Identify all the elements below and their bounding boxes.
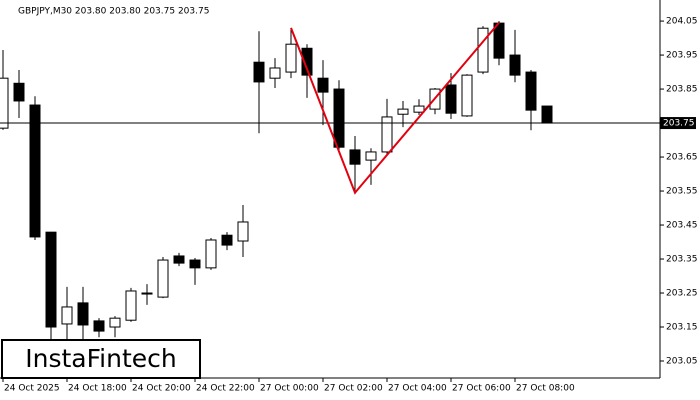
candle-body (77, 302, 89, 326)
candle-body (525, 71, 537, 111)
candle-body (157, 259, 169, 298)
y-tick-label: 203.15 (666, 323, 698, 333)
candle-body (189, 259, 201, 269)
y-tick-label: 203.05 (666, 357, 698, 367)
pattern-line (290, 22, 500, 195)
candle-body (13, 82, 25, 102)
candle-body (397, 108, 409, 115)
candle-body (221, 234, 233, 246)
y-tick-label: 203.95 (666, 51, 698, 61)
current-price-label: 203.75 (663, 119, 695, 129)
candle-body (509, 54, 521, 76)
candle-body (477, 27, 489, 73)
candle-body (461, 74, 473, 117)
logo: InstaFintech (25, 344, 177, 373)
candle-body (317, 77, 329, 93)
y-tick-label: 203.55 (666, 187, 698, 197)
x-tick-label: 27 Oct 02:00 (324, 384, 383, 394)
x-tick-label: 24 Oct 20:00 (132, 384, 191, 394)
chart-title: GBPJPY,M30 203.80 203.80 203.75 203.75 (18, 7, 209, 17)
y-tick-label: 203.25 (666, 289, 698, 299)
y-tick-label: 203.45 (666, 221, 698, 231)
candle-body (445, 84, 457, 114)
y-tick-label: 204.05 (666, 17, 698, 27)
candle-body (349, 149, 361, 165)
x-tick-label: 27 Oct 04:00 (388, 384, 447, 394)
candle-body (253, 61, 265, 83)
x-tick-label: 27 Oct 06:00 (452, 384, 511, 394)
x-tick-label: 24 Oct 22:00 (196, 384, 255, 394)
y-tick-label: 203.85 (666, 85, 698, 95)
candle-body (173, 255, 185, 264)
x-tick-label: 27 Oct 00:00 (260, 384, 319, 394)
candle-body (413, 105, 425, 113)
x-tick-label: 24 Oct 2025 (4, 384, 60, 394)
x-tick-label: 24 Oct 18:00 (68, 384, 127, 394)
candle-body (141, 292, 153, 295)
candle-body (0, 77, 9, 129)
candle-body (109, 317, 121, 328)
candle-body (333, 88, 345, 148)
candle-body (285, 43, 297, 73)
candle-body (381, 116, 393, 153)
candle-body (61, 306, 73, 325)
candle-body (93, 320, 105, 332)
candle-body (237, 221, 249, 242)
x-tick-label: 27 Oct 08:00 (516, 384, 575, 394)
candle-body (301, 47, 313, 76)
y-tick-label: 203.35 (666, 255, 698, 265)
candle-body (29, 104, 41, 238)
candle-body (269, 67, 281, 79)
candle-body (205, 239, 217, 269)
candle-body (541, 105, 553, 124)
candle-body (45, 231, 57, 328)
candle-body (365, 151, 377, 161)
y-tick-label: 203.65 (666, 153, 698, 163)
candle-body (125, 290, 137, 321)
current-price-box (660, 117, 696, 130)
logo-box (1, 339, 201, 379)
